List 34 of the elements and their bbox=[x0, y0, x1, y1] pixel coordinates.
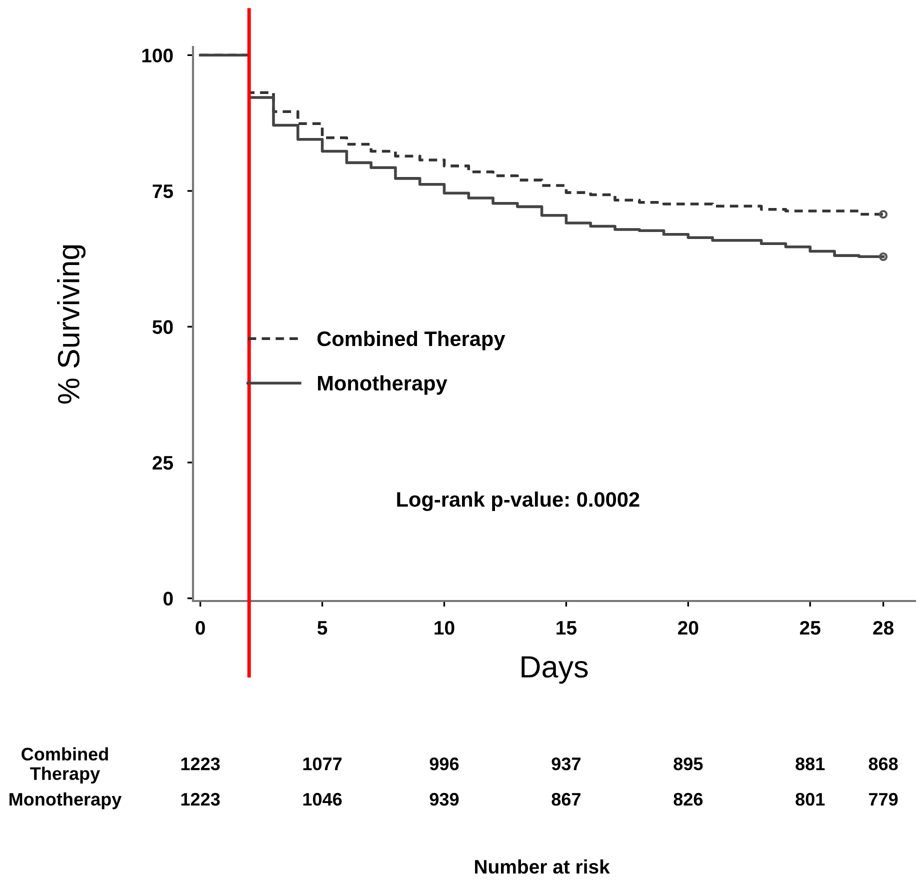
category-label: Combined Therapy bbox=[22, 747, 108, 784]
x-tick-label: 5 bbox=[317, 621, 328, 635]
x-tick-label: 28 bbox=[873, 620, 894, 635]
y-tick-label: 100 bbox=[142, 48, 173, 62]
y-axis-title: % Surviving bbox=[57, 245, 86, 404]
text: 779 bbox=[869, 792, 898, 806]
y-tick-label: 25 bbox=[152, 456, 174, 470]
y-tick-label: 0 bbox=[164, 592, 173, 606]
legend-label: Combined Therapy bbox=[317, 330, 506, 350]
text: 867 bbox=[552, 792, 580, 806]
x-tick-label: 0 bbox=[196, 620, 205, 635]
text: 895 bbox=[674, 757, 703, 770]
text: 826 bbox=[674, 792, 703, 806]
text: 1077 bbox=[303, 757, 342, 770]
x-tick-label: 15 bbox=[556, 621, 576, 635]
text: 1046 bbox=[303, 792, 342, 806]
text: Number at risk bbox=[475, 859, 610, 874]
text: 939 bbox=[430, 792, 459, 806]
text: 937 bbox=[552, 757, 580, 770]
text: 996 bbox=[430, 757, 459, 770]
text: 1223 bbox=[181, 757, 220, 770]
x-axis-title: Days bbox=[522, 656, 588, 684]
category-label: Monotherapy bbox=[10, 792, 122, 810]
annotation: Log-rank p-value: 0.0002 bbox=[397, 492, 640, 512]
text: 801 bbox=[796, 792, 825, 806]
text: 881 bbox=[796, 757, 825, 770]
x-tick-label: 10 bbox=[434, 620, 454, 635]
legend-label: Monotherapy bbox=[318, 375, 448, 395]
x-tick-label: 25 bbox=[800, 620, 820, 635]
text: 868 bbox=[868, 757, 898, 770]
y-tick-label: 50 bbox=[152, 320, 173, 334]
x-tick-label: 20 bbox=[678, 620, 698, 635]
text: 1223 bbox=[181, 792, 220, 806]
y-tick-label: 75 bbox=[152, 184, 174, 198]
